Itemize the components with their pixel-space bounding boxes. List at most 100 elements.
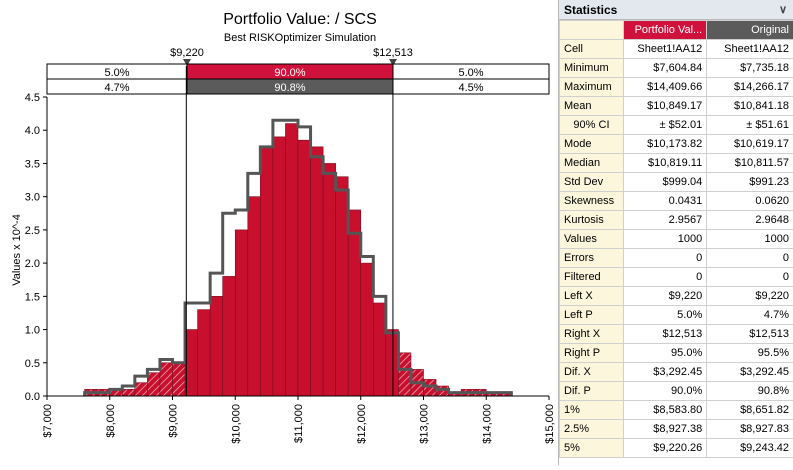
- original-column-header[interactable]: Original: [707, 21, 793, 40]
- statistics-row-label: Errors: [560, 249, 624, 268]
- header-blank-cell: [560, 21, 624, 40]
- histogram-bar: [235, 230, 248, 396]
- statistics-value-portfolio: $12,513: [623, 325, 706, 344]
- statistics-value-original: Sheet1!AA12: [707, 40, 793, 59]
- histogram-bar: [311, 147, 324, 396]
- statistics-row-label: Left P: [560, 306, 624, 325]
- statistics-row: Median$10,819.11$10,811.57: [560, 154, 793, 173]
- histogram-bar: [298, 140, 311, 396]
- x-tick-label: $10,000: [230, 404, 242, 444]
- histogram-bar: [122, 389, 135, 396]
- statistics-value-portfolio: 95.0%: [623, 344, 706, 363]
- y-tick-label: 1.0: [25, 325, 40, 337]
- band-top-right-label: 5.0%: [458, 67, 483, 79]
- statistics-value-original: $9,220: [707, 287, 793, 306]
- chart-area: Portfolio Value: / SCS Best RISKOptimize…: [0, 0, 555, 465]
- histogram-bar: [323, 163, 336, 396]
- chevron-down-icon[interactable]: ∨: [776, 3, 790, 16]
- band-top-left-label: 5.0%: [104, 67, 129, 79]
- statistics-value-portfolio: $3,292.45: [623, 363, 706, 382]
- statistics-row-label: Values: [560, 230, 624, 249]
- histogram-bar: [285, 124, 298, 396]
- statistics-value-original: $3,292.45: [707, 363, 793, 382]
- statistics-value-original: 95.5%: [707, 344, 793, 363]
- statistics-row-label: Minimum: [560, 59, 624, 78]
- statistics-value-portfolio: 0.0431: [623, 192, 706, 211]
- statistics-value-portfolio: ± $52.01: [623, 116, 706, 135]
- x-tick-label: $7,000: [42, 404, 54, 438]
- x-tick-label: $14,000: [481, 404, 493, 444]
- statistics-row-label: Mode: [560, 135, 624, 154]
- histogram-bar: [273, 137, 286, 396]
- statistics-title: Statistics: [564, 3, 617, 17]
- y-tick-label: 4.0: [25, 125, 40, 137]
- histogram-bar: [436, 386, 449, 396]
- histogram-bar: [135, 383, 148, 396]
- statistics-value-original: $9,243.42: [707, 439, 793, 458]
- histogram-chart: Portfolio Value: / SCS Best RISKOptimize…: [0, 0, 555, 465]
- statistics-row-label: 90% CI: [560, 116, 624, 135]
- statistics-row-label: 5%: [560, 439, 624, 458]
- histogram-bar: [223, 276, 236, 396]
- statistics-value-portfolio: 2.9567: [623, 211, 706, 230]
- statistics-value-portfolio: 5.0%: [623, 306, 706, 325]
- statistics-value-original: $8,927.83: [707, 420, 793, 439]
- statistics-row-label: Dif. P: [560, 382, 624, 401]
- statistics-row: 2.5%$8,927.38$8,927.83: [560, 420, 793, 439]
- statistics-row: Mode$10,173.82$10,619.17: [560, 135, 793, 154]
- histogram-bar: [185, 330, 198, 396]
- x-tick-label: $9,000: [168, 404, 180, 438]
- y-tick-label: 4.5: [25, 92, 40, 104]
- statistics-row-label: 2.5%: [560, 420, 624, 439]
- band-bottom-middle-label: 90.8%: [274, 82, 305, 94]
- statistics-value-portfolio: 1000: [623, 230, 706, 249]
- histogram-bar: [336, 177, 349, 396]
- statistics-value-portfolio: 0: [623, 249, 706, 268]
- statistics-value-original: $14,266.17: [707, 78, 793, 97]
- statistics-value-original: $10,619.17: [707, 135, 793, 154]
- right-marker-label[interactable]: $12,513: [373, 47, 413, 59]
- statistics-value-portfolio: $999.04: [623, 173, 706, 192]
- y-tick-label: 3.5: [25, 158, 40, 170]
- portfolio-column-header[interactable]: Portfolio Val...: [623, 21, 706, 40]
- statistics-row-label: Kurtosis: [560, 211, 624, 230]
- statistics-row: Dif. X$3,292.45$3,292.45: [560, 363, 793, 382]
- statistics-value-portfolio: $9,220: [623, 287, 706, 306]
- statistics-value-original: 90.8%: [707, 382, 793, 401]
- statistics-value-portfolio: $14,409.66: [623, 78, 706, 97]
- x-tick-label: $12,000: [356, 404, 368, 444]
- statistics-value-original: 1000: [707, 230, 793, 249]
- histogram-bar: [260, 147, 273, 396]
- statistics-value-original: $8,651.82: [707, 401, 793, 420]
- statistics-value-portfolio: $8,927.38: [623, 420, 706, 439]
- statistics-value-portfolio: $7,604.84: [623, 59, 706, 78]
- statistics-row: Left X$9,220$9,220: [560, 287, 793, 306]
- statistics-row: 1%$8,583.80$8,651.82: [560, 401, 793, 420]
- statistics-value-original: ± $51.61: [707, 116, 793, 135]
- probability-band-bottom: 4.7% 90.8% 4.5%: [47, 79, 549, 94]
- histogram-bar: [147, 373, 160, 396]
- y-axis-label: Values x 10^-4: [11, 214, 23, 286]
- y-tick-label: 0.0: [25, 391, 40, 403]
- statistics-value-portfolio: Sheet1!AA12: [623, 40, 706, 59]
- left-marker-label[interactable]: $9,220: [170, 47, 204, 59]
- histogram-bar: [198, 310, 211, 396]
- statistics-row-label: Std Dev: [560, 173, 624, 192]
- statistics-row-label: Left X: [560, 287, 624, 306]
- y-tick-label: 2.0: [25, 258, 40, 270]
- statistics-value-original: $12,513: [707, 325, 793, 344]
- x-tick-label: $15,000: [544, 404, 555, 444]
- statistics-row-label: Median: [560, 154, 624, 173]
- statistics-row-label: Mean: [560, 97, 624, 116]
- statistics-row: Minimum$7,604.84$7,735.18: [560, 59, 793, 78]
- statistics-panel-header: Statistics ∨: [559, 0, 793, 20]
- statistics-value-original: 0.0620: [707, 192, 793, 211]
- statistics-row-label: Cell: [560, 40, 624, 59]
- histogram-bar: [373, 303, 386, 396]
